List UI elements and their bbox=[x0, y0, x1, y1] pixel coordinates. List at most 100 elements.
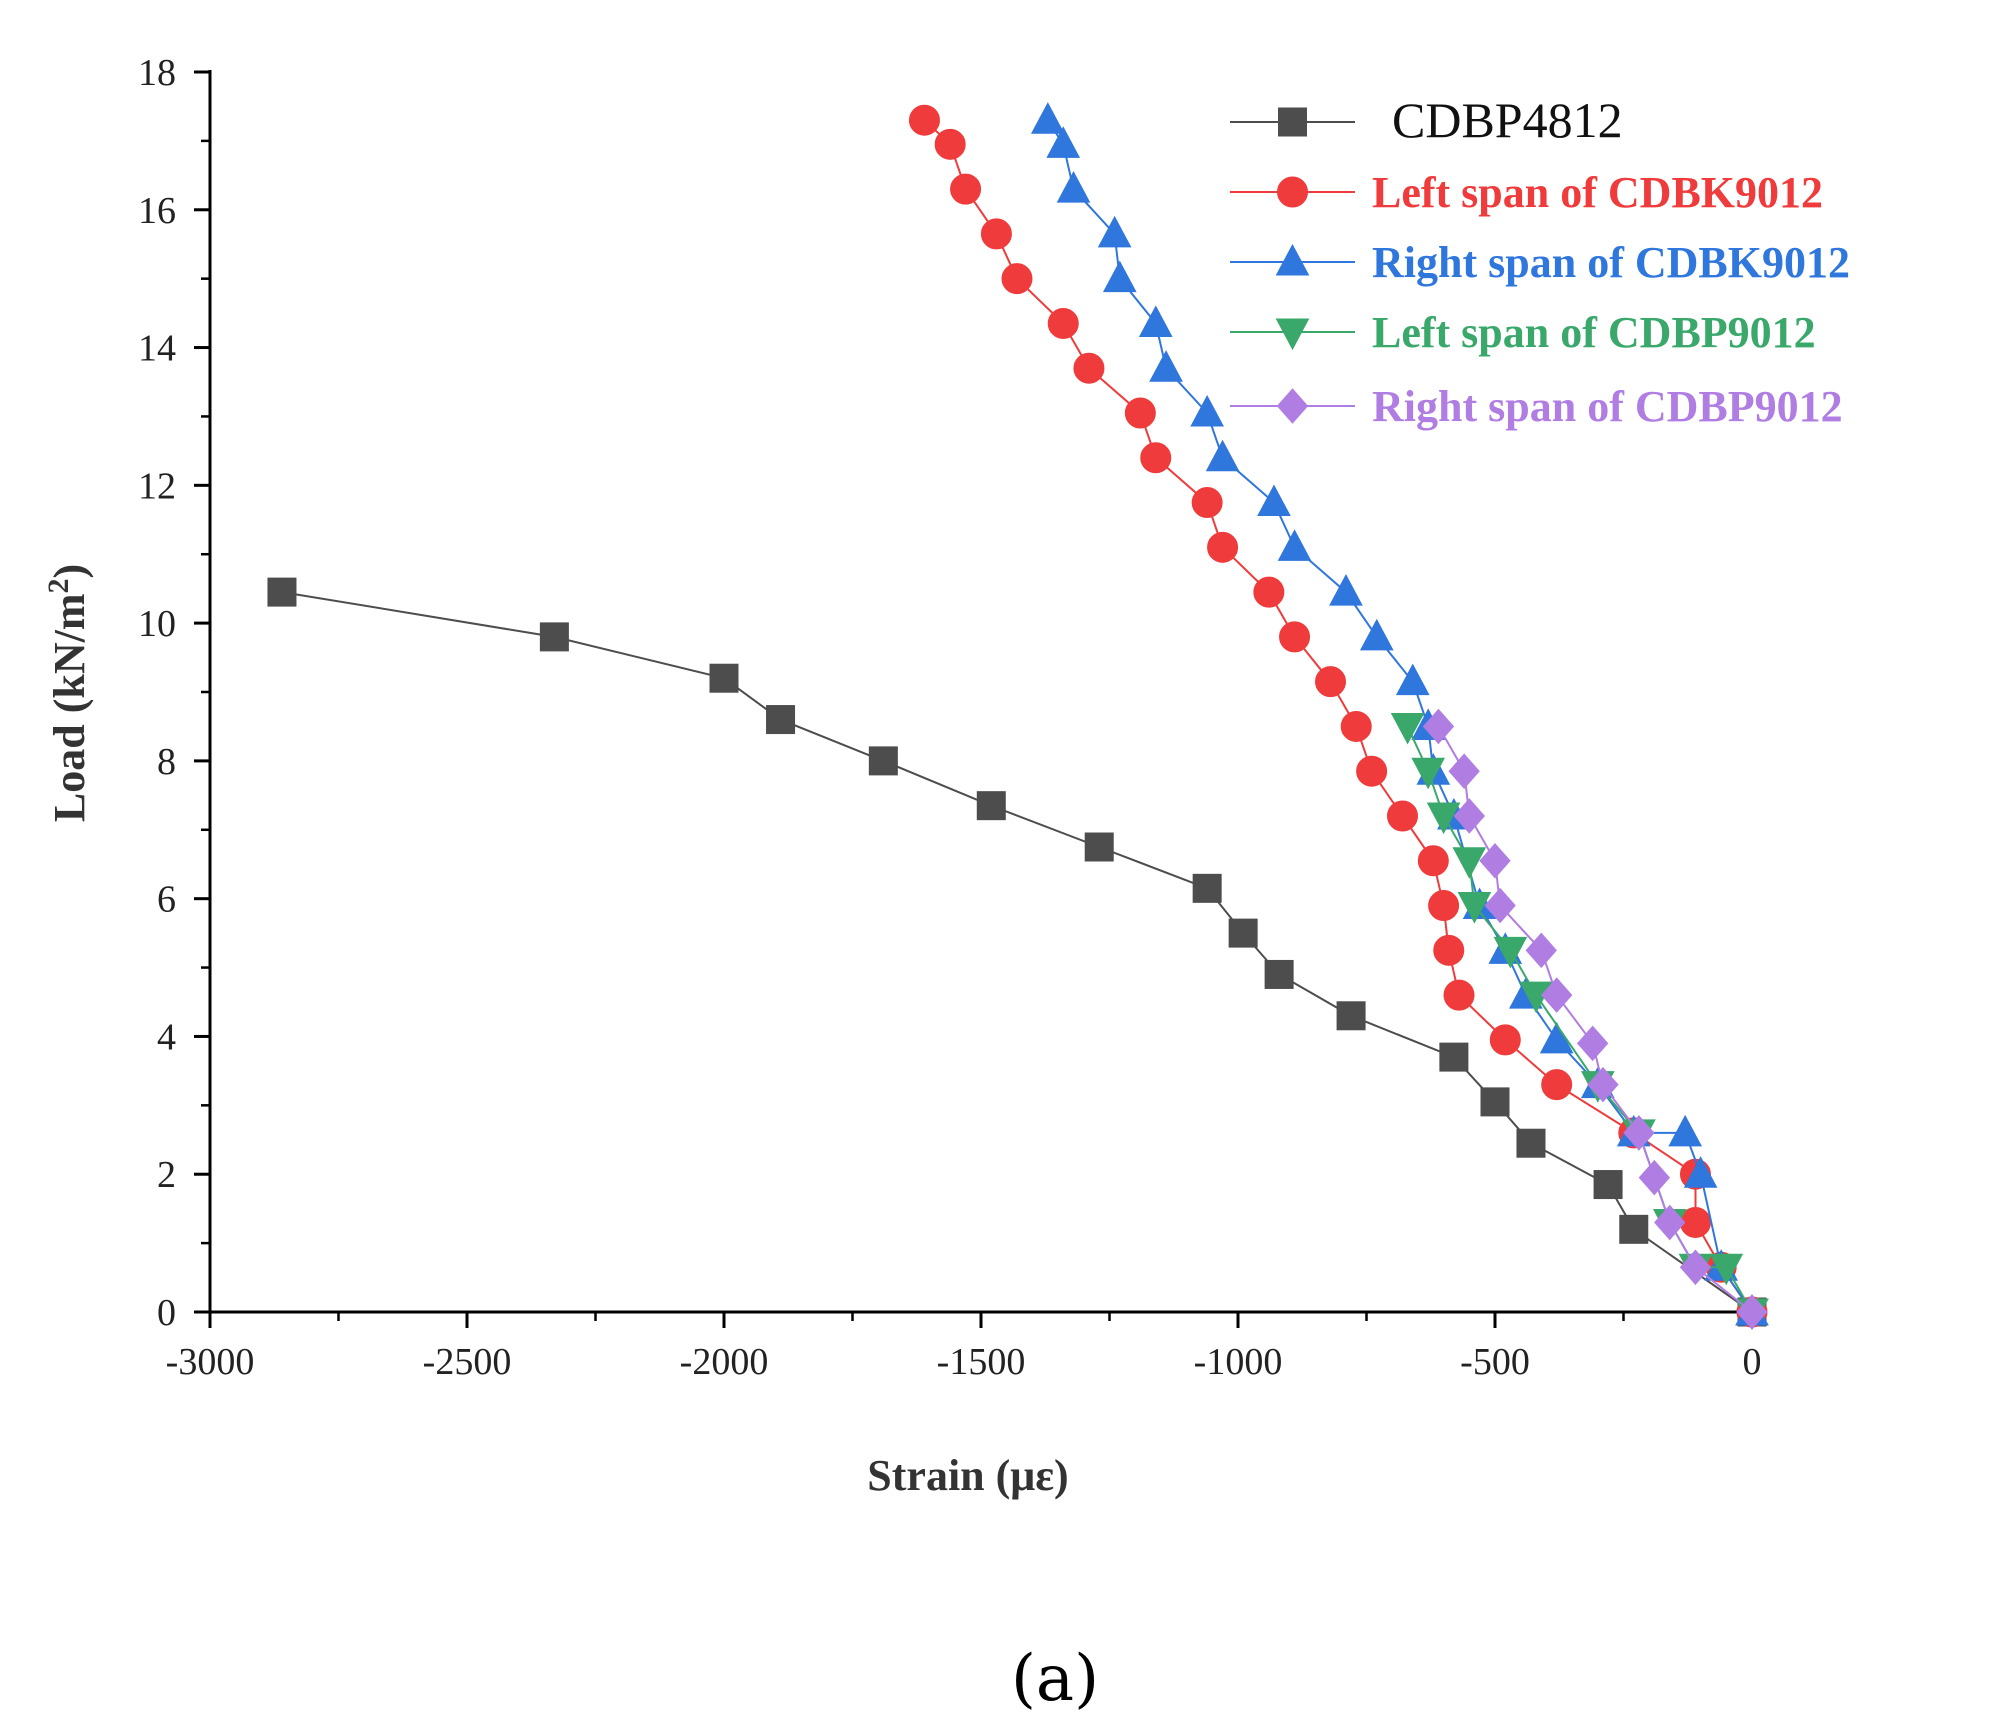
y-axis-title-sup: 2 bbox=[42, 579, 75, 594]
data-point bbox=[539, 622, 569, 652]
data-point bbox=[1439, 1042, 1469, 1072]
data-point bbox=[1190, 394, 1224, 427]
data-point bbox=[1336, 1001, 1366, 1031]
data-point bbox=[1257, 484, 1291, 517]
data-point bbox=[1191, 487, 1223, 519]
series-4 bbox=[1390, 712, 1769, 1331]
legend-label: CDBP4812 bbox=[1392, 92, 1623, 148]
y-tick-label: 2 bbox=[157, 1154, 176, 1196]
data-point bbox=[1124, 397, 1156, 429]
data-point bbox=[1426, 802, 1461, 835]
data-point bbox=[1390, 712, 1425, 745]
data-point bbox=[868, 746, 898, 776]
legend-marker bbox=[1278, 107, 1307, 137]
y-tick-label: 4 bbox=[157, 1016, 176, 1058]
legend-label: Right span of CDBP9012 bbox=[1372, 382, 1843, 431]
y-tick-label: 8 bbox=[157, 741, 176, 783]
legend-marker bbox=[1277, 176, 1308, 208]
data-point bbox=[934, 128, 966, 160]
data-point bbox=[1047, 307, 1079, 339]
legend-label: Left span of CDBP9012 bbox=[1372, 308, 1816, 357]
data-point bbox=[1046, 126, 1081, 158]
x-tick-label: -2500 bbox=[423, 1341, 512, 1383]
data-point bbox=[1001, 263, 1033, 295]
data-point bbox=[1489, 1024, 1521, 1056]
data-point bbox=[709, 663, 739, 693]
data-point bbox=[1102, 260, 1137, 293]
legend-item-1: CDBP4812 bbox=[1230, 92, 1623, 148]
legend-item-2: Left span of CDBK9012 bbox=[1230, 168, 1823, 217]
data-point bbox=[1356, 755, 1388, 787]
data-point bbox=[1736, 1294, 1768, 1330]
data-point bbox=[1428, 890, 1460, 922]
legend-label: Left span of CDBK9012 bbox=[1372, 168, 1823, 217]
data-point bbox=[950, 173, 982, 205]
data-point bbox=[1277, 529, 1312, 561]
data-point bbox=[1619, 1214, 1649, 1244]
y-tick-label: 6 bbox=[157, 879, 176, 921]
y-tick-label: 14 bbox=[138, 328, 176, 370]
data-point bbox=[1541, 977, 1573, 1013]
data-point bbox=[1623, 1115, 1655, 1151]
data-point bbox=[1654, 1204, 1686, 1241]
x-tick-label: -2000 bbox=[680, 1341, 769, 1383]
data-point bbox=[1279, 621, 1311, 653]
legend: CDBP4812 Left span of CDBK9012 Right span … bbox=[1230, 92, 1850, 431]
data-point bbox=[766, 705, 796, 735]
data-point bbox=[1433, 934, 1465, 966]
data-point bbox=[908, 104, 940, 136]
data-point bbox=[980, 218, 1012, 250]
legend-item-4: Left span of CDBP9012 bbox=[1230, 308, 1816, 357]
x-tick-label: -500 bbox=[1460, 1341, 1530, 1383]
x-tick-label: -3000 bbox=[166, 1341, 255, 1383]
data-point bbox=[1638, 1159, 1671, 1196]
data-point bbox=[1525, 932, 1557, 969]
y-tick-label: 18 bbox=[138, 52, 176, 94]
data-point bbox=[1411, 757, 1446, 790]
data-point bbox=[1084, 832, 1114, 862]
data-point bbox=[1593, 1170, 1623, 1200]
series-5 bbox=[1422, 708, 1768, 1330]
data-point bbox=[1480, 1087, 1510, 1117]
x-tick-label: 0 bbox=[1743, 1341, 1762, 1383]
data-point bbox=[1192, 873, 1222, 903]
y-axis-title-main: Load (kN/m bbox=[45, 594, 94, 823]
data-point bbox=[1359, 618, 1394, 651]
series-line bbox=[923, 119, 1753, 1313]
data-point bbox=[1386, 800, 1418, 832]
data-point bbox=[1149, 350, 1183, 382]
y-tick-label: 12 bbox=[138, 465, 176, 507]
data-point bbox=[267, 577, 297, 607]
data-point bbox=[1709, 1253, 1744, 1286]
legend-label: Right span of CDBK9012 bbox=[1372, 238, 1850, 287]
x-axis-title: Strain (με) bbox=[867, 1451, 1068, 1500]
legend-item-3: Right span of CDBK9012 bbox=[1230, 238, 1850, 287]
data-point bbox=[1140, 442, 1172, 474]
data-point bbox=[1493, 936, 1528, 969]
data-point bbox=[1484, 887, 1516, 924]
data-point bbox=[1264, 959, 1294, 989]
series-layer bbox=[267, 102, 1769, 1331]
y-tick-label: 16 bbox=[138, 190, 176, 232]
figure-caption: (a) bbox=[1011, 1642, 1099, 1716]
data-point bbox=[1138, 305, 1173, 337]
data-point bbox=[1329, 574, 1363, 606]
data-point bbox=[1030, 102, 1065, 134]
data-point bbox=[1097, 215, 1132, 248]
data-point bbox=[1417, 845, 1449, 877]
x-tick-label: -1000 bbox=[1194, 1341, 1283, 1383]
data-point bbox=[1541, 1069, 1573, 1101]
data-point bbox=[1668, 1114, 1703, 1147]
data-point bbox=[1539, 1021, 1574, 1054]
data-point bbox=[1457, 892, 1492, 924]
data-point bbox=[976, 791, 1006, 821]
data-point bbox=[1479, 843, 1511, 879]
data-point bbox=[1683, 1156, 1718, 1188]
data-point bbox=[1315, 666, 1347, 698]
data-point bbox=[1443, 979, 1475, 1011]
data-point bbox=[1340, 710, 1372, 742]
data-point bbox=[1056, 171, 1091, 203]
data-point bbox=[1576, 1025, 1609, 1062]
data-point bbox=[1253, 576, 1285, 608]
